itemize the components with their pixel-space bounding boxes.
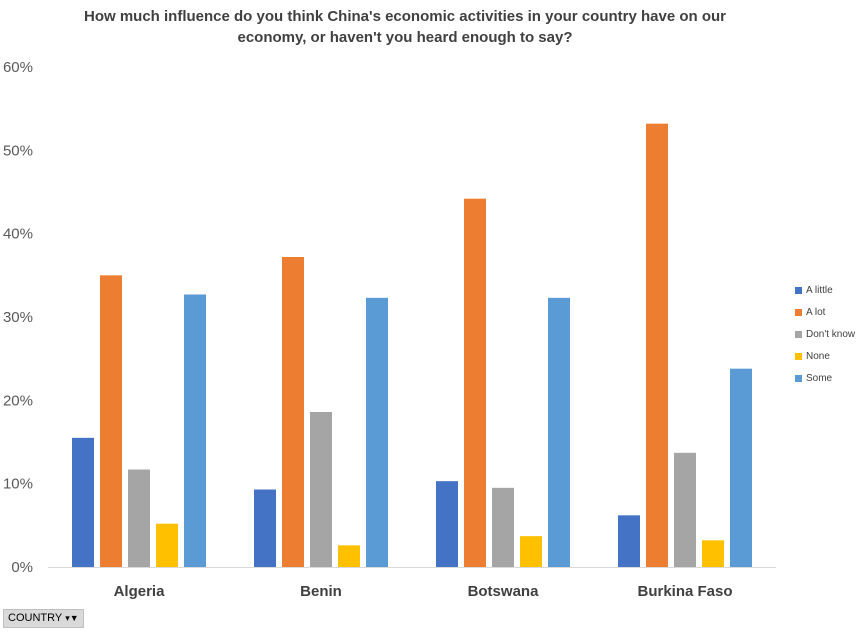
legend-label: None <box>806 350 830 362</box>
legend-swatch <box>795 308 802 316</box>
bar <box>366 297 388 567</box>
legend-swatch <box>795 352 802 360</box>
x-axis: Algeria Benin Botswana Burkina Faso <box>114 583 733 600</box>
bar <box>282 257 304 567</box>
y-tick-label: 0% <box>11 559 33 576</box>
legend-swatch <box>795 286 802 294</box>
x-tick-label: Botswana <box>468 583 540 600</box>
bar <box>436 481 458 567</box>
legend-item: None <box>795 345 855 367</box>
legend-item: Some <box>795 367 855 389</box>
legend-label: A lot <box>806 306 826 318</box>
x-tick-label: Benin <box>300 583 342 600</box>
bar <box>156 523 178 567</box>
bar <box>520 536 542 567</box>
y-axis: 0% 10% 20% 30% 40% 50% 60% <box>3 59 776 576</box>
bar <box>464 198 486 567</box>
legend-swatch <box>795 374 802 382</box>
bar <box>492 487 514 567</box>
bar <box>72 437 94 567</box>
bar <box>702 540 724 567</box>
x-tick-label: Algeria <box>114 583 166 600</box>
country-filter-label: COUNTRY <box>8 612 63 624</box>
y-tick-label: 30% <box>3 309 33 326</box>
bars <box>72 123 752 568</box>
bar <box>100 275 122 567</box>
bar <box>254 489 276 567</box>
y-tick-label: 10% <box>3 476 33 493</box>
bar <box>674 452 696 567</box>
bar <box>618 515 640 567</box>
y-tick-label: 40% <box>3 226 33 243</box>
bar <box>548 297 570 567</box>
country-filter-button[interactable]: COUNTRY ▾▼ <box>3 609 84 628</box>
y-tick-label: 50% <box>3 142 33 159</box>
legend-item: A lot <box>795 301 855 323</box>
legend-label: Don't know <box>806 328 856 340</box>
bar <box>646 123 668 568</box>
y-tick-label: 60% <box>3 59 33 76</box>
bar <box>184 294 206 567</box>
legend-item: A little <box>795 279 855 301</box>
y-tick-label: 20% <box>3 392 33 409</box>
x-tick-label: Burkina Faso <box>637 583 732 600</box>
chart-title: How much influence do you think China's … <box>84 8 726 46</box>
legend-swatch <box>795 330 802 338</box>
legend-label: Some <box>806 372 833 384</box>
legend-label: A little <box>806 284 833 296</box>
bar <box>128 469 150 567</box>
bar <box>730 368 752 567</box>
legend-item: Don't know <box>795 323 855 345</box>
bar <box>310 412 332 567</box>
filter-dropdown-icon: ▾▼ <box>65 613 79 623</box>
bar <box>338 545 360 567</box>
legend: A little A lot Don't know None Some <box>795 279 855 389</box>
